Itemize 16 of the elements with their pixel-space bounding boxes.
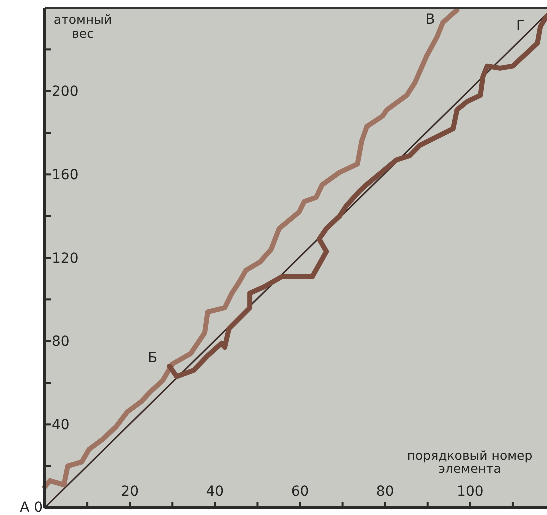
x-tick-label: 60: [291, 484, 310, 500]
x-tick-label: 100: [457, 484, 484, 500]
annotation: Б: [148, 350, 158, 366]
y-tick-label: 200: [52, 84, 79, 100]
y-tick-label: 160: [52, 168, 79, 184]
x-tick-label: 20: [121, 484, 139, 500]
y-axis-title: атомный вес: [54, 12, 112, 41]
x-tick-label: 40: [206, 484, 224, 500]
y-tick-label: 120: [52, 250, 79, 267]
y-tick-label: 80: [52, 334, 70, 350]
y-tick-label: 40: [52, 418, 70, 434]
x-tick-label: 80: [376, 484, 394, 500]
annotation: В: [426, 12, 436, 28]
x-axis-title: порядковый номер элемента: [407, 448, 533, 476]
annotation: Г: [516, 18, 525, 34]
annotation: А 0: [20, 500, 43, 515]
